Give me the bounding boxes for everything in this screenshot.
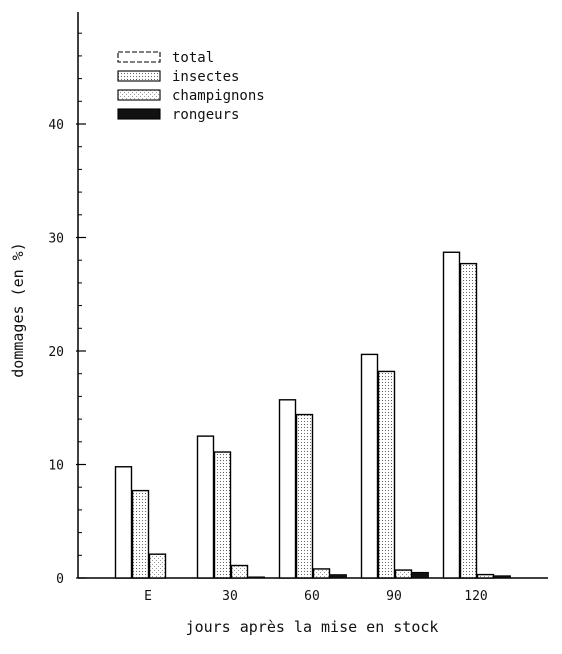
y-axis-title: dommages (en %) [9, 242, 27, 377]
legend-label-champignons: champignons [172, 88, 265, 104]
bar-rongeurs [412, 571, 429, 579]
bar-insectes [295, 413, 314, 579]
bar-total [196, 435, 215, 579]
x-tick-label: 90 [386, 589, 402, 604]
bar-champignons [312, 568, 331, 579]
bar-insectes [377, 370, 396, 579]
x-tick-labels: E 30 60 90 120 [144, 589, 488, 604]
x-axis-title: jours après la mise en stock [186, 618, 439, 636]
bar-insectes [213, 451, 232, 579]
legend: total insectes champignons rongeurs [117, 50, 265, 123]
legend-label-insectes: insectes [172, 69, 239, 85]
bar-rongeurs [494, 575, 511, 579]
bars [114, 251, 511, 579]
y-ticks: 0 10 20 30 40 [48, 118, 86, 587]
bar-rongeurs [248, 576, 265, 579]
bar-insectes [131, 489, 150, 579]
bar-group [278, 399, 347, 579]
bar-total [442, 251, 461, 579]
bar-group [196, 435, 265, 579]
legend-swatch-total [117, 51, 161, 63]
bar-group [442, 251, 511, 579]
y-tick-label: 20 [48, 345, 64, 360]
bar-group [360, 353, 429, 579]
x-tick-label: 30 [222, 589, 238, 604]
bar-rongeurs [330, 574, 347, 579]
y-tick-label: 40 [48, 118, 64, 133]
bar-champignons [476, 573, 495, 579]
x-tick-label: E [144, 589, 152, 604]
bar-total [114, 466, 133, 579]
y-tick-label: 0 [56, 572, 64, 587]
bar-champignons [148, 553, 167, 579]
x-tick-label: 120 [464, 589, 487, 604]
legend-swatch-rongeurs [117, 108, 161, 120]
legend-label-rongeurs: rongeurs [172, 107, 239, 123]
legend-swatch-insectes [117, 70, 161, 82]
y-tick-label: 30 [48, 232, 64, 247]
y-tick-label: 10 [48, 459, 64, 474]
bar-total [278, 399, 297, 579]
bar-champignons [394, 569, 413, 579]
bar-group [114, 466, 167, 579]
legend-swatch-champignons [117, 89, 161, 101]
bar-insectes [459, 262, 478, 579]
legend-label-total: total [172, 50, 214, 66]
bar-total [360, 353, 379, 579]
x-tick-label: 60 [304, 589, 320, 604]
y-minor-ticks [78, 32, 82, 556]
bar-champignons [230, 564, 249, 579]
